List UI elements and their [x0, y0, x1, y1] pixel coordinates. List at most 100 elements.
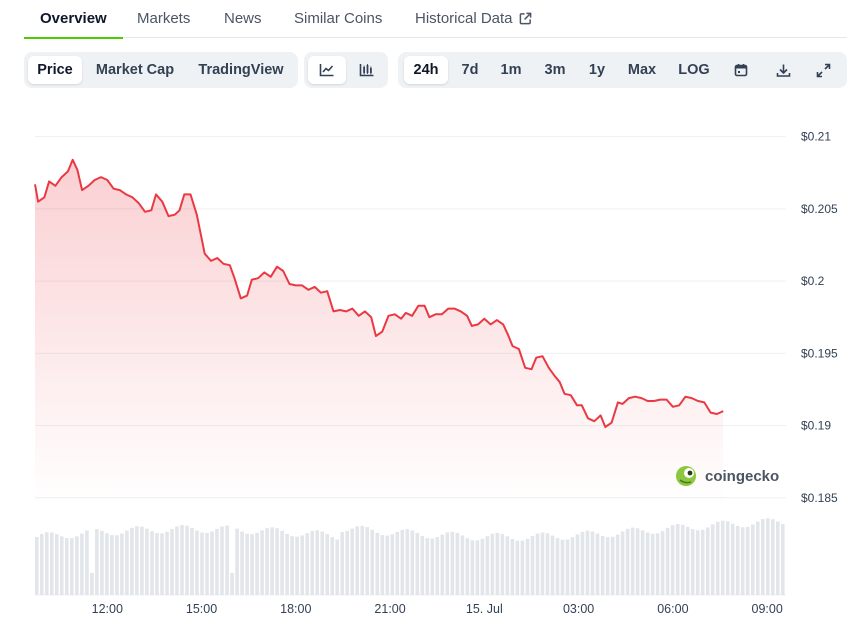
x-tick-label: 09:00: [752, 602, 783, 616]
range-group: 24h 7d 1m 3m 1y Max LOG: [398, 52, 847, 88]
volume-bar: [280, 530, 284, 595]
volume-bar: [220, 526, 224, 595]
candlestick-button[interactable]: [348, 56, 386, 84]
volume-bar: [525, 538, 530, 595]
volume-bar: [530, 536, 535, 595]
volume-bar: [510, 539, 515, 595]
volume-bar: [610, 536, 615, 595]
tab-markets[interactable]: Markets: [137, 10, 191, 27]
volume-bar: [365, 527, 369, 595]
download-button[interactable]: [768, 56, 798, 84]
volume-bar: [761, 519, 765, 595]
external-link-icon: [519, 12, 532, 29]
tab-historical-data[interactable]: Historical Data: [415, 10, 532, 38]
y-tick-label: $0.205: [801, 202, 838, 216]
volume-bar: [685, 526, 690, 595]
volume-bar: [325, 534, 329, 595]
y-tick-label: $0.185: [801, 491, 838, 505]
volume-bar: [460, 535, 465, 595]
chart-style-group: [304, 52, 388, 88]
volume-bar: [505, 536, 510, 595]
volume-bar: [605, 537, 610, 595]
volume-bar: [145, 528, 149, 595]
market-cap-button[interactable]: Market Cap: [95, 62, 175, 78]
volume-bar: [240, 531, 244, 595]
volume-bar: [475, 540, 480, 595]
volume-bar: [585, 530, 590, 595]
volume-bar: [600, 535, 605, 595]
volume-bar: [615, 534, 620, 595]
volume-bar: [745, 526, 750, 595]
range-1y-button[interactable]: 1y: [588, 62, 606, 78]
x-tick-label: 15. Jul: [466, 602, 503, 616]
volume-bar: [265, 528, 269, 595]
volume-bar: [140, 526, 144, 595]
log-scale-button[interactable]: LOG: [678, 62, 710, 78]
volume-bar: [210, 531, 214, 595]
volume-bar: [735, 526, 740, 595]
volume-bar: [345, 530, 349, 595]
volume-bar: [756, 521, 760, 595]
volume-bar: [165, 531, 169, 595]
volume-bar: [290, 536, 294, 595]
volume-bar: [90, 573, 94, 595]
volume-bar: [245, 533, 249, 595]
volume-bar: [95, 529, 99, 595]
volume-bar: [180, 525, 184, 595]
volume-bar: [565, 539, 570, 595]
volume-bar: [570, 537, 575, 595]
volume-bar: [595, 533, 600, 595]
tab-similar-coins[interactable]: Similar Coins: [294, 10, 383, 27]
tradingview-button[interactable]: TradingView: [198, 62, 284, 78]
volume-bar: [335, 539, 339, 595]
volume-bar: [105, 533, 109, 595]
volume-bar: [300, 535, 304, 595]
range-max-button[interactable]: Max: [627, 62, 657, 78]
volume-bar: [250, 534, 254, 595]
watermark-text: coingecko: [705, 468, 779, 485]
volume-bar: [135, 526, 139, 595]
range-24h-button[interactable]: 24h: [404, 56, 448, 84]
volume-bar: [340, 532, 344, 595]
volume-bar: [650, 533, 655, 595]
volume-bar: [515, 540, 520, 595]
x-tick-label: 12:00: [92, 602, 123, 616]
volume-bar: [725, 521, 730, 595]
volume-bar: [580, 531, 585, 595]
price-area-fill: [35, 159, 724, 506]
volume-bar: [390, 534, 395, 595]
volume-bar: [620, 531, 625, 595]
volume-bar: [435, 537, 440, 595]
price-chart[interactable]: $0.21 $0.205 $0.2 $0.195 $0.19 $0.185 12:00 15…: [0, 100, 847, 625]
volume-bar: [350, 528, 354, 595]
range-7d-button[interactable]: 7d: [461, 62, 479, 78]
volume-bar: [285, 533, 289, 595]
volume-bar: [40, 534, 44, 595]
y-tick-label: $0.21: [801, 130, 831, 144]
volume-bars: [35, 518, 785, 595]
volume-bar: [555, 538, 560, 595]
volume-bar: [270, 527, 274, 595]
volume-bar: [781, 524, 785, 595]
y-tick-label: $0.19: [801, 419, 831, 433]
volume-bar: [310, 531, 314, 595]
fullscreen-button[interactable]: [808, 56, 838, 84]
line-chart-button[interactable]: [308, 56, 346, 84]
volume-bar: [205, 533, 209, 595]
range-3m-button[interactable]: 3m: [544, 62, 566, 78]
volume-bar: [370, 529, 374, 595]
volume-bar: [55, 534, 59, 595]
x-tick-label: 03:00: [563, 602, 594, 616]
tab-overview[interactable]: Overview: [24, 10, 123, 39]
volume-bar: [470, 540, 475, 595]
volume-bar: [115, 535, 119, 595]
volume-bar: [225, 525, 229, 595]
volume-bar: [715, 521, 720, 595]
volume-bar: [375, 532, 380, 595]
volume-bar: [260, 530, 264, 595]
calendar-button[interactable]: [726, 56, 756, 84]
price-button[interactable]: Price: [28, 56, 82, 84]
tab-news[interactable]: News: [224, 10, 262, 27]
range-1m-button[interactable]: 1m: [500, 62, 522, 78]
volume-bar: [360, 525, 364, 595]
